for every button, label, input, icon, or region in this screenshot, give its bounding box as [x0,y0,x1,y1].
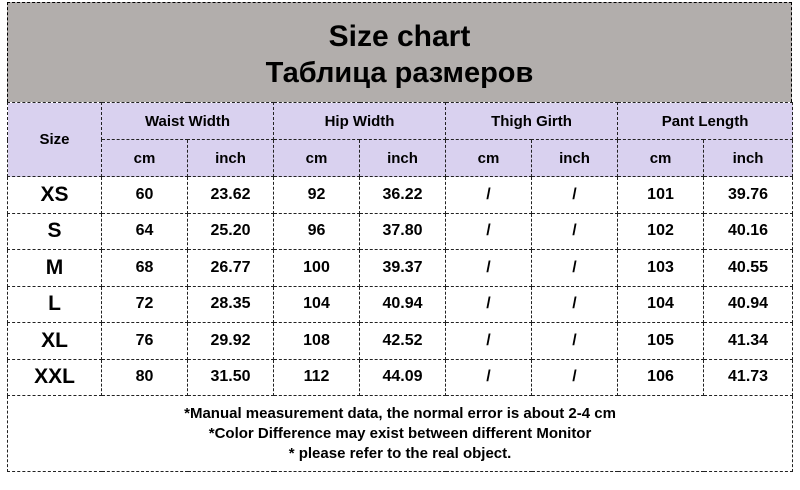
size-cell: XS [7,176,102,214]
size-cell: XXL [7,358,102,396]
unit-header: cm [101,139,188,177]
value-cell: / [445,358,533,396]
unit-header: inch [531,139,619,177]
value-cell: / [531,358,619,396]
size-chart: Size chart Таблица размеров Size Waist W… [6,2,794,472]
value-cell: 76 [101,322,188,360]
value-cell: 42.52 [359,322,447,360]
value-cell: / [531,176,619,214]
value-cell: / [531,285,619,323]
header-row-units: cm inch cm inch cm inch cm inch [8,139,794,177]
value-cell: 40.16 [703,212,794,250]
header-hip-width: Hip Width [273,102,447,140]
value-cell: 68 [101,249,188,287]
value-cell: 64 [101,212,188,250]
header-waist-width: Waist Width [100,102,275,140]
notes-row: *Manual measurement data, the normal err… [6,395,794,472]
value-cell: 104 [617,285,705,323]
value-cell: 41.34 [703,322,794,360]
value-cell: 96 [273,212,361,250]
value-cell: 37.80 [359,212,447,250]
value-cell: 39.37 [359,249,447,287]
table-row: XL 76 29.92 108 42.52//105 41.34 [7,322,794,360]
value-cell: 23.62 [186,176,275,214]
note-line: *Color Difference may exist between diff… [208,424,592,442]
unit-header: inch [186,139,275,177]
value-cell: 44.09 [359,358,447,396]
value-cell: 40.94 [359,285,447,323]
value-cell: 103 [617,249,705,287]
value-cell: 26.77 [186,249,275,287]
note-line: * please refer to the real object. [288,444,512,462]
unit-header: cm [273,139,361,177]
unit-header: cm [617,139,705,177]
value-cell: 104 [273,285,361,323]
size-cell: L [7,285,102,323]
value-cell: 40.94 [703,285,794,323]
value-cell: 25.20 [186,212,275,250]
value-cell: 36.22 [359,176,447,214]
table-row: XS 60 23.62 92 36.22//101 39.76 [7,176,794,214]
table-row: L 72 28.35 104 40.94//104 40.94 [7,285,794,323]
size-cell: M [7,249,102,287]
value-cell: 72 [101,285,188,323]
header-row-groups: Size Waist Width Hip Width Thigh Girth P… [7,102,794,177]
table-row: XXL 80 31.50 112 44.09//106 41.73 [7,358,794,396]
title-russian: Таблица размеров [265,57,534,89]
value-cell: / [531,322,619,360]
value-cell: 31.50 [186,358,275,396]
value-cell: 92 [273,176,361,214]
value-cell: 105 [617,322,705,360]
value-cell: 112 [273,358,361,396]
header-size: Size [7,102,102,177]
value-cell: 40.55 [703,249,794,287]
note-line: *Manual measurement data, the normal err… [184,404,616,422]
value-cell: 60 [101,176,188,214]
value-cell: / [531,212,619,250]
value-cell: 100 [273,249,361,287]
value-cell: 102 [617,212,705,250]
value-cell: / [445,176,533,214]
value-cell: / [445,249,533,287]
value-cell: 28.35 [186,285,275,323]
table-row: S 64 25.20 96 37.80//102 40.16 [7,212,794,250]
header-pant-length: Pant Length [617,102,794,140]
value-cell: 106 [617,358,705,396]
value-cell: 108 [273,322,361,360]
size-table: Size Waist Width Hip Width Thigh Girth P… [6,102,794,472]
value-cell: 80 [101,358,188,396]
value-cell: / [445,322,533,360]
title-banner: Size chart Таблица размеров [7,2,792,102]
value-cell: / [531,249,619,287]
notes-cell: *Manual measurement data, the normal err… [6,395,794,472]
table-row: M 68 26.77 100 39.37//103 40.55 [7,249,794,287]
header-thigh-girth: Thigh Girth [445,102,619,140]
value-cell: 29.92 [186,322,275,360]
unit-header: inch [703,139,794,177]
unit-header: cm [445,139,533,177]
value-cell: 39.76 [703,176,794,214]
size-cell: S [7,212,102,250]
value-cell: / [445,212,533,250]
size-cell: XL [7,322,102,360]
unit-header: inch [359,139,447,177]
value-cell: / [445,285,533,323]
title-english: Size chart [328,20,471,53]
value-cell: 41.73 [703,358,794,396]
value-cell: 101 [617,176,705,214]
